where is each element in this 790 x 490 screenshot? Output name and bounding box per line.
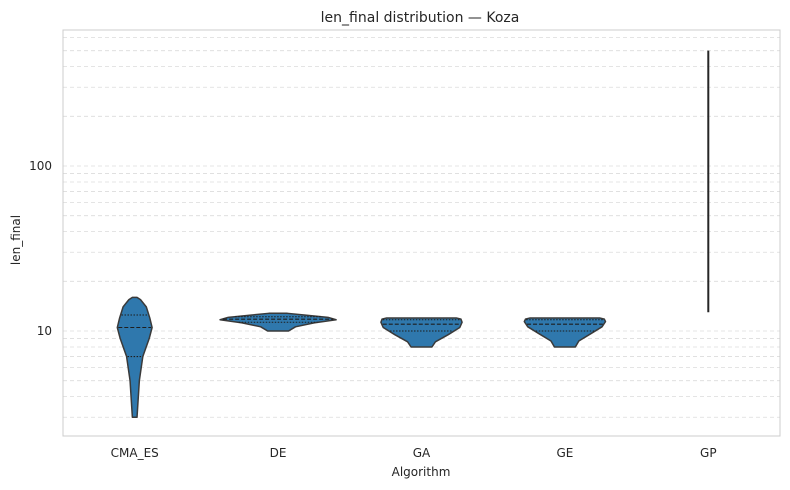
violin-layer: [116, 50, 710, 419]
y-tick-label: 10: [37, 324, 52, 338]
x-tick-label: CMA_ES: [111, 446, 159, 460]
x-axis-label: Algorithm: [392, 465, 451, 479]
x-tick-label: GE: [556, 446, 573, 460]
y-tick-label: 100: [29, 159, 52, 173]
x-tick-labels: CMA_ES DE GA GE GP: [111, 446, 717, 460]
grid-layer: [63, 37, 780, 418]
x-tick-label: GA: [413, 446, 431, 460]
x-tick-label: DE: [270, 446, 287, 460]
x-tick-label: GP: [700, 446, 717, 460]
chart-title: len_final distribution — Koza: [321, 10, 520, 26]
violin-body: [380, 317, 463, 348]
y-axis-label: len_final: [9, 215, 23, 265]
violin-body: [523, 317, 607, 348]
y-tick-labels: 10 100: [29, 159, 52, 338]
plot-frame: [62, 29, 781, 437]
